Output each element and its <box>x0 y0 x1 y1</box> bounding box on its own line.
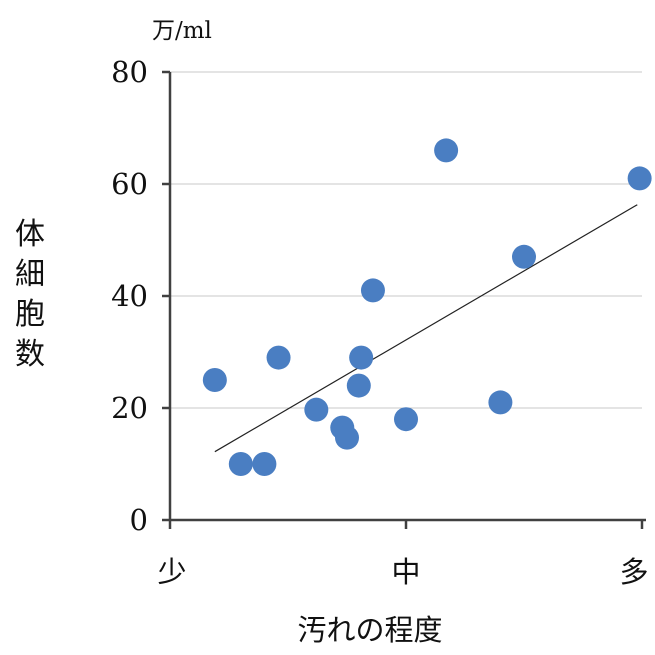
data-point <box>346 373 371 398</box>
y-axis-label-char: 体 <box>15 217 45 252</box>
x-axis-label: 汚れの程度 <box>297 613 442 647</box>
y-tick-label: 80 <box>111 55 148 89</box>
data-point <box>488 390 513 415</box>
y-axis-label-char: 細 <box>15 257 45 292</box>
x-tick-label: 多 <box>619 555 648 589</box>
data-point <box>228 452 253 476</box>
x-tick-label: 少 <box>157 555 186 589</box>
data-point <box>304 397 329 422</box>
data-point <box>434 138 459 163</box>
y-axis-label-char: 数 <box>15 337 45 372</box>
data-point <box>360 278 385 303</box>
data-point <box>512 244 536 269</box>
data-points <box>202 138 652 476</box>
x-tick-label: 中 <box>391 555 420 589</box>
y-tick-label: 0 <box>130 503 148 537</box>
x-tick-labels: 少中多 <box>157 520 649 589</box>
data-point <box>252 452 277 476</box>
y-tick-labels: 0 20 40 60 80 <box>111 55 170 537</box>
y-unit-label: 万/ml <box>152 18 212 44</box>
data-point <box>266 345 291 370</box>
y-tick-label: 40 <box>111 279 148 313</box>
data-point <box>202 368 227 392</box>
data-point <box>349 345 374 370</box>
data-point <box>394 407 418 432</box>
y-axis-label-char: 胞 <box>15 297 45 332</box>
y-tick-label: 60 <box>111 167 148 201</box>
y-tick-label: 20 <box>111 391 148 425</box>
gridlines <box>170 71 642 409</box>
data-point <box>335 425 359 450</box>
trendline <box>214 204 638 453</box>
data-point <box>627 166 652 191</box>
